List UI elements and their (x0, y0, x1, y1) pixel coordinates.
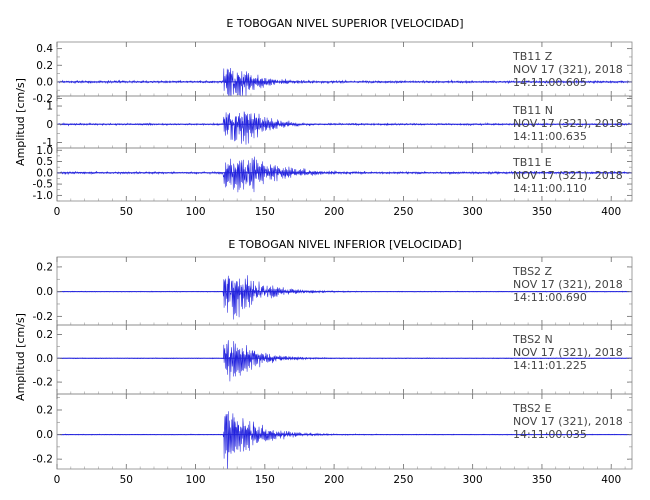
y-tick-label: 0.2 (36, 404, 53, 416)
x-tick-label: 100 (186, 474, 206, 486)
x-tick-label: 300 (463, 206, 483, 218)
y-tick-label: -1 (43, 137, 53, 149)
y-tick-label: 1 (46, 101, 53, 113)
y-tick-label: -0.2 (33, 311, 54, 323)
x-tick-label: 350 (532, 206, 552, 218)
x-tick-label: 350 (532, 474, 552, 486)
station-time-label: 14:11:00.690 (513, 291, 587, 304)
panel-frame (56, 393, 633, 470)
x-tick-label: 200 (324, 206, 344, 218)
y-tick-label: 0.4 (36, 43, 53, 55)
station-date-label: NOV 17 (321), 2018 (513, 63, 623, 76)
station-date-label: NOV 17 (321), 2018 (513, 415, 623, 428)
station-date-label: NOV 17 (321), 2018 (513, 117, 623, 130)
y-tick-label: 0.5 (36, 156, 53, 168)
y-tick-label: 0.0 (36, 353, 53, 365)
station-time-label: 14:11:00.035 (513, 428, 587, 441)
y-tick-label: 0.0 (36, 429, 53, 441)
x-tick-label: 150 (255, 474, 275, 486)
station-component-label: TBS2 Z (512, 265, 553, 278)
y-tick-label: 0.0 (36, 167, 53, 179)
panel-frame (56, 147, 633, 202)
y-tick-label: -0.5 (33, 179, 54, 191)
station-component-label: TBS2 E (512, 402, 552, 415)
x-tick-label: 150 (255, 206, 275, 218)
y-tick-label: 0.2 (36, 261, 53, 273)
station-component-label: TBS2 N (512, 333, 553, 346)
station-date-label: NOV 17 (321), 2018 (513, 278, 623, 291)
y-tick-label: -0.2 (33, 454, 54, 466)
x-tick-label: 300 (463, 474, 483, 486)
station-component-label: TB11 Z (512, 50, 553, 63)
lower-chart-title: E TOBOGAN NIVEL INFERIOR [VELOCIDAD] (228, 238, 461, 251)
upper-seismogram-group: E TOBOGAN NIVEL SUPERIOR [VELOCIDAD] Amp… (14, 17, 633, 218)
station-component-label: TB11 N (512, 104, 553, 117)
y-tick-label: -1.0 (33, 190, 54, 202)
y-tick-label: 0.2 (36, 60, 53, 72)
x-tick-label: 400 (601, 206, 621, 218)
lower-seismogram-group: E TOBOGAN NIVEL INFERIOR [VELOCIDAD] Amp… (14, 238, 633, 486)
x-tick-label: 0 (54, 206, 61, 218)
y-tick-label: -0.2 (33, 377, 54, 389)
y-tick-label: -0.2 (33, 93, 54, 105)
station-time-label: 14:11:00.635 (513, 130, 587, 143)
station-time-label: 14:11:00.110 (513, 182, 587, 195)
upper-chart-title: E TOBOGAN NIVEL SUPERIOR [VELOCIDAD] (226, 17, 463, 30)
station-time-label: 14:11:00.605 (513, 76, 587, 89)
waveform-trace (57, 67, 632, 96)
x-tick-label: 50 (120, 206, 133, 218)
x-tick-label: 100 (186, 206, 206, 218)
station-time-label: 14:11:01.225 (513, 359, 587, 372)
station-date-label: NOV 17 (321), 2018 (513, 346, 623, 359)
y-tick-label: 0.0 (36, 76, 53, 88)
y-tick-label: 0.0 (36, 286, 53, 298)
upper-y-axis-label: Amplitud [cm/s] (14, 78, 27, 166)
station-component-label: TB11 E (512, 156, 552, 169)
y-tick-label: 1.0 (36, 145, 53, 157)
station-date-label: NOV 17 (321), 2018 (513, 169, 623, 182)
y-tick-label: 0 (46, 119, 53, 131)
x-tick-label: 0 (54, 474, 61, 486)
x-tick-label: 400 (601, 474, 621, 486)
y-tick-label: 0.2 (36, 329, 53, 341)
x-tick-label: 50 (120, 474, 133, 486)
lower-y-axis-label: Amplitud [cm/s] (14, 313, 27, 401)
x-tick-label: 250 (393, 474, 413, 486)
x-tick-label: 250 (393, 206, 413, 218)
x-tick-label: 200 (324, 474, 344, 486)
